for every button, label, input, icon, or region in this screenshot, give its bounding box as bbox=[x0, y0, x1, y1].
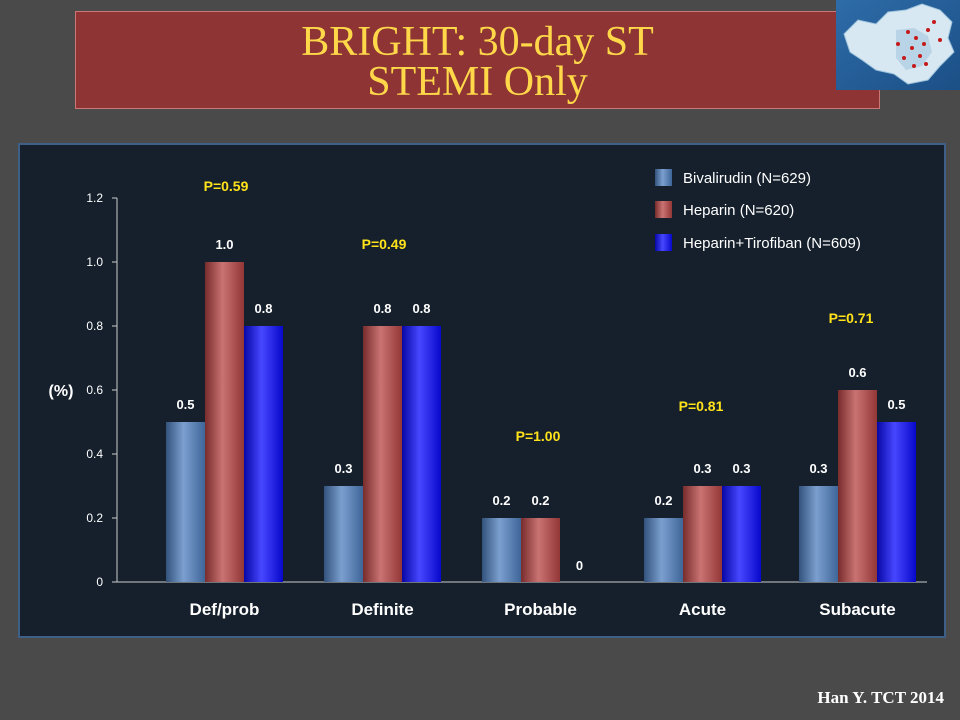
p-value-label: P=0.59 bbox=[204, 178, 249, 194]
legend-swatch bbox=[655, 201, 672, 218]
bar-value-label: 0.3 bbox=[334, 461, 352, 476]
bar-acute-2 bbox=[722, 486, 761, 582]
slide-title-line1: BRIGHT: 30-day ST bbox=[301, 19, 654, 65]
bar-value-label: 0.2 bbox=[492, 493, 510, 508]
bar-value-label: 0.8 bbox=[412, 301, 430, 316]
legend-entry: Heparin (N=620) bbox=[683, 202, 794, 219]
bar-value-label: 0 bbox=[576, 558, 583, 573]
legend-entry: Bivalirudin (N=629) bbox=[683, 170, 811, 187]
legend-swatch bbox=[655, 169, 672, 186]
bar-value-label: 0.3 bbox=[809, 461, 827, 476]
bar-definite-2 bbox=[402, 326, 441, 582]
bar-value-label: 0.2 bbox=[654, 493, 672, 508]
y-tick-label: 0 bbox=[96, 575, 103, 589]
bar-value-label: 0.3 bbox=[693, 461, 711, 476]
china-map-icon bbox=[836, 0, 960, 90]
bar-value-label: 0.6 bbox=[848, 365, 866, 380]
legend-swatch bbox=[655, 234, 672, 251]
y-tick-label: 0.2 bbox=[86, 511, 103, 525]
chart-panel: 0 0.2 0.4 0.6 0.8 1.0 1.2 (%) 0.5 1.0 0.8 Def/prob 0… bbox=[18, 143, 946, 638]
bar-probable-0 bbox=[482, 518, 521, 582]
y-tick-label: 1.2 bbox=[86, 191, 103, 205]
bar-value-label: 0.5 bbox=[176, 397, 194, 412]
bar-subacute-2 bbox=[877, 422, 916, 582]
p-value-label: P=0.81 bbox=[679, 398, 724, 414]
bar-defprob-2 bbox=[244, 326, 283, 582]
bar-acute-0 bbox=[644, 518, 683, 582]
legend-entry: Heparin+Tirofiban (N=609) bbox=[683, 235, 861, 252]
bar-value-label: 0.5 bbox=[887, 397, 905, 412]
bar-probable-1 bbox=[521, 518, 560, 582]
y-tick-label: 0.4 bbox=[86, 447, 103, 461]
x-category-label: Def/prob bbox=[190, 600, 260, 619]
bar-definite-1 bbox=[363, 326, 402, 582]
bar-value-label: 0.2 bbox=[531, 493, 549, 508]
bar-acute-1 bbox=[683, 486, 722, 582]
x-category-label: Definite bbox=[351, 600, 413, 619]
y-tick-label: 0.6 bbox=[86, 383, 103, 397]
bar-subacute-0 bbox=[799, 486, 838, 582]
x-category-label: Subacute bbox=[819, 600, 896, 619]
p-value-label: P=1.00 bbox=[516, 428, 561, 444]
slide-title-line2: STEMI Only bbox=[367, 59, 588, 105]
bar-value-label: 0.8 bbox=[254, 301, 272, 316]
x-category-label: Acute bbox=[679, 600, 726, 619]
bar-value-label: 0.8 bbox=[373, 301, 391, 316]
bar-value-label: 0.3 bbox=[732, 461, 750, 476]
x-category-label: Probable bbox=[504, 600, 577, 619]
p-value-label: P=0.71 bbox=[829, 310, 874, 326]
citation-footer: Han Y. TCT 2014 bbox=[817, 688, 944, 707]
bar-subacute-1 bbox=[838, 390, 877, 582]
y-tick-label: 0.8 bbox=[86, 319, 103, 333]
y-axis-label: (%) bbox=[49, 383, 74, 400]
bar-defprob-0 bbox=[166, 422, 205, 582]
y-tick-label: 1.0 bbox=[86, 255, 103, 269]
bar-defprob-1 bbox=[205, 262, 244, 582]
bar-value-label: 1.0 bbox=[215, 237, 233, 252]
bar-chart: 0 0.2 0.4 0.6 0.8 1.0 1.2 (%) 0.5 1.0 0.8 Def/prob 0… bbox=[49, 169, 927, 619]
slide-title-box: BRIGHT: 30-day ST STEMI Only bbox=[75, 11, 880, 109]
bar-definite-0 bbox=[324, 486, 363, 582]
p-value-label: P=0.49 bbox=[362, 236, 407, 252]
